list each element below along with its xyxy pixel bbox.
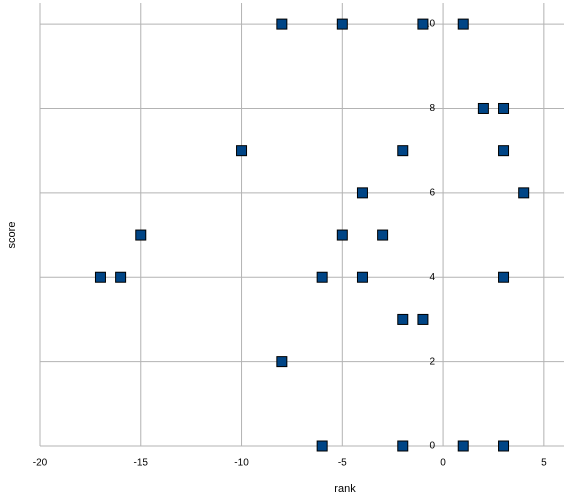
point xyxy=(276,18,288,30)
point xyxy=(477,102,489,114)
y-tick-label: 8 xyxy=(430,103,436,114)
point xyxy=(135,229,147,241)
x-tick-label: 0 xyxy=(440,458,446,469)
x-axis-label: rank xyxy=(334,483,356,495)
point xyxy=(316,440,328,452)
x-tick-label: -10 xyxy=(234,458,249,469)
y-tick-label: 4 xyxy=(430,272,436,283)
point xyxy=(336,229,348,241)
point xyxy=(336,18,348,30)
point xyxy=(236,145,248,157)
point xyxy=(498,271,510,283)
y-axis-label: score xyxy=(6,222,18,249)
point xyxy=(518,187,530,199)
point xyxy=(417,18,429,30)
point xyxy=(356,187,368,199)
y-tick-label: 0 xyxy=(430,441,436,452)
point xyxy=(498,102,510,114)
point xyxy=(115,271,127,283)
point xyxy=(397,145,409,157)
y-tick-label: 10 xyxy=(424,19,436,30)
y-tick-label: 6 xyxy=(430,187,436,198)
x-tick-label: -5 xyxy=(338,458,347,469)
point xyxy=(377,229,389,241)
point xyxy=(417,313,429,325)
x-tick-label: -15 xyxy=(134,458,149,469)
point xyxy=(397,313,409,325)
point xyxy=(498,440,510,452)
y-tick-label: 2 xyxy=(430,356,436,367)
point xyxy=(94,271,106,283)
x-tick-label: -20 xyxy=(33,458,48,469)
x-tick-label: 5 xyxy=(541,458,547,469)
point xyxy=(498,145,510,157)
point xyxy=(457,18,469,30)
point xyxy=(457,440,469,452)
point xyxy=(276,356,288,368)
point xyxy=(356,271,368,283)
point xyxy=(316,271,328,283)
point xyxy=(397,440,409,452)
